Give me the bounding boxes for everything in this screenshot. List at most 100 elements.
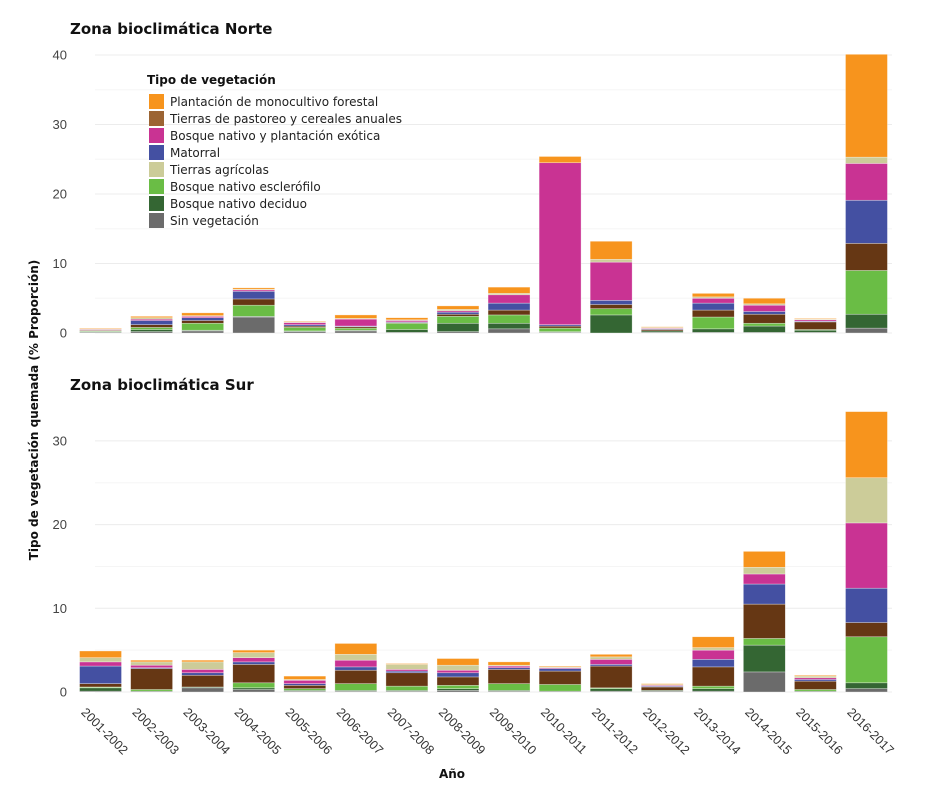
- bar-segment: [794, 674, 837, 677]
- bar-segment: [692, 659, 735, 668]
- bar-segment: [589, 688, 633, 692]
- bar-segment: [487, 669, 531, 684]
- legend-label: Sin vegetación: [170, 214, 259, 228]
- bar-segment: [79, 683, 122, 688]
- legend-label: Bosque nativo esclerófilo: [170, 180, 321, 194]
- bar-segment: [283, 322, 327, 325]
- bar-segment: [538, 684, 582, 692]
- bar-segment: [334, 669, 378, 684]
- bar-segment: [130, 664, 173, 669]
- bar-segment: [845, 163, 888, 201]
- bar-segment: [487, 322, 531, 330]
- bar-segment: [181, 669, 224, 674]
- y-tick-label: 10: [53, 256, 67, 271]
- bar-segment: [538, 327, 582, 332]
- x-tick-label: 2006-2007: [334, 705, 386, 757]
- legend-item: Bosque nativo esclerófilo: [149, 179, 321, 194]
- bar-segment: [589, 656, 633, 660]
- bar-segment: [487, 302, 531, 311]
- bar-segment: [181, 317, 224, 321]
- bar-segment: [79, 327, 122, 330]
- x-tick-label: 2009-2010: [487, 705, 539, 757]
- bar-segment: [181, 674, 224, 688]
- bar-segment: [232, 287, 275, 290]
- bar-segment: [436, 305, 480, 310]
- bar-segment: [385, 329, 429, 333]
- y-tick-label: 0: [60, 685, 67, 700]
- bar-segment: [794, 321, 837, 330]
- bar-segment: [283, 679, 327, 684]
- bar-segment: [794, 318, 837, 320]
- bar-segment: [692, 688, 735, 692]
- bar-segment: [181, 320, 224, 324]
- bar-segment: [487, 683, 531, 691]
- panel-title: Zona bioclimática Norte: [70, 20, 272, 38]
- x-tick-label: 2012-2012: [640, 705, 692, 757]
- legend-label: Tierras de pastoreo y cereales anuales: [169, 112, 402, 126]
- bar-segment: [845, 477, 888, 524]
- bar-segment: [334, 683, 378, 691]
- legend-swatch: [149, 179, 164, 194]
- bar-segment: [334, 327, 378, 331]
- bar-segment: [79, 661, 122, 667]
- bar-segment: [692, 328, 735, 333]
- bar-segment: [589, 308, 633, 316]
- legend-item: Tierras de pastoreo y cereales anuales: [149, 111, 402, 126]
- bar-segment: [436, 664, 480, 671]
- legend-swatch: [149, 213, 164, 228]
- legend-swatch: [149, 128, 164, 143]
- bar-segment: [232, 316, 275, 334]
- bar-segment: [283, 327, 327, 332]
- bar-segment: [743, 583, 786, 605]
- bar-segment: [589, 659, 633, 665]
- legend-swatch: [149, 111, 164, 126]
- x-tick-label: 2002-2003: [129, 705, 181, 757]
- bar-segment: [181, 661, 224, 670]
- bar-segment: [487, 309, 531, 316]
- x-tick-label: 2015-2016: [793, 705, 845, 757]
- y-axis-label: Tipo de vegetación quemada (% Proporción…: [27, 260, 41, 561]
- bar-segment: [181, 659, 224, 663]
- x-tick-label: 2008-2009: [436, 705, 488, 757]
- legend-item: Bosque nativo y plantación exótica: [149, 128, 380, 143]
- bar-segment: [79, 657, 122, 663]
- legend-label: Tierras agrícolas: [169, 163, 269, 177]
- bar-segment: [232, 661, 275, 665]
- legend-item: Bosque nativo deciduo: [149, 196, 307, 211]
- bar-segment: [385, 317, 429, 321]
- bar-segment: [436, 672, 480, 678]
- bar-segment: [79, 687, 122, 692]
- bar-segment: [589, 259, 633, 263]
- bar-segment: [181, 322, 224, 331]
- bar-segment: [385, 672, 429, 687]
- bar-segment: [436, 676, 480, 686]
- bar-segment: [692, 666, 735, 687]
- bar-segment: [743, 671, 786, 693]
- x-tick-label: 2003-2004: [181, 705, 233, 757]
- bar-segment: [334, 318, 378, 327]
- bar-segment: [743, 573, 786, 585]
- y-tick-label: 0: [60, 326, 67, 341]
- bar-segment: [743, 313, 786, 324]
- x-tick-label: 2011-2012: [589, 705, 641, 757]
- bar-segment: [538, 668, 582, 672]
- bar-segment: [845, 156, 888, 164]
- bar-segment: [692, 297, 735, 304]
- x-tick-label: 2010-2011: [538, 705, 590, 757]
- legend-swatch: [149, 94, 164, 109]
- bar-segment: [743, 311, 786, 315]
- x-tick-label: 2016-2017: [844, 705, 896, 757]
- legend-item: Plantación de monocultivo forestal: [149, 94, 378, 109]
- bar-segment: [232, 649, 275, 653]
- bar-segment: [232, 298, 275, 306]
- bar-segment: [692, 685, 735, 689]
- bar-segment: [232, 664, 275, 684]
- bar-segment: [845, 411, 888, 479]
- bar-segment: [79, 650, 122, 658]
- legend-title: Tipo de vegetación: [147, 73, 276, 87]
- x-tick-label: 2007-2008: [385, 705, 437, 757]
- bar-segment: [334, 314, 378, 319]
- y-tick-label: 10: [53, 601, 67, 616]
- bar-segment: [130, 329, 173, 332]
- bar-segment: [334, 330, 378, 334]
